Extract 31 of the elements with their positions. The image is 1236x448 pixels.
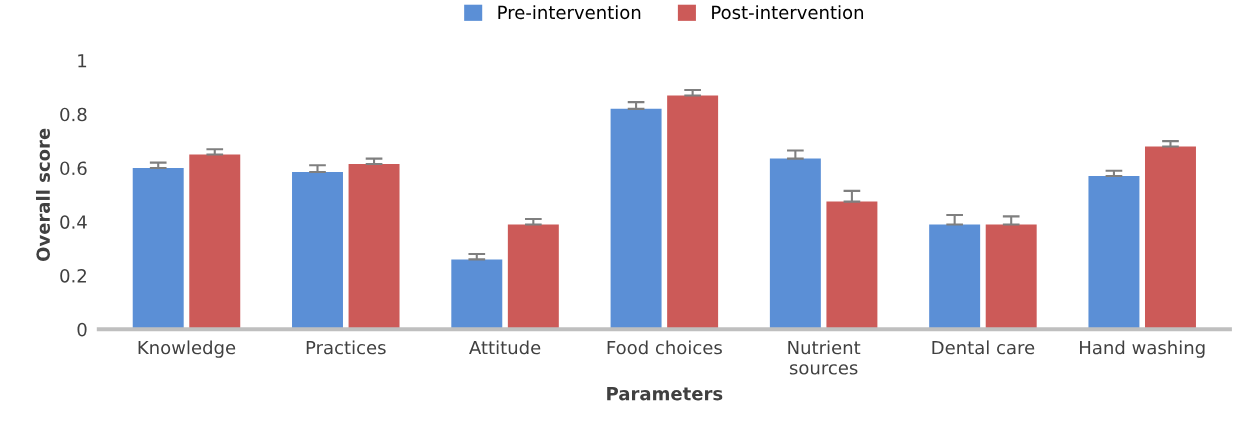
y-tick-label: 1	[78, 54, 87, 68]
x-tick-label: Hand washing	[1080, 340, 1205, 358]
bar	[826, 201, 878, 330]
bar	[929, 224, 981, 330]
legend-label: Post-intervention	[712, 5, 864, 20]
x-tick-label: Practices	[306, 340, 386, 355]
y-tick-label: 0.8	[60, 107, 87, 122]
x-axis-title: Parameters	[607, 386, 723, 401]
bar	[132, 168, 184, 330]
x-tick-label: Knowledge	[138, 340, 236, 358]
bar	[348, 163, 400, 330]
bar	[1088, 176, 1140, 330]
y-tick-label: 0.2	[60, 268, 86, 283]
legend-label: Pre-intervention	[498, 5, 641, 20]
bar	[610, 108, 662, 330]
bar	[985, 224, 1037, 330]
x-tick-label: Attitude	[469, 340, 541, 355]
y-tick-label: 0.6	[60, 161, 87, 176]
y-axis-title: Overall score	[36, 128, 50, 262]
bar	[292, 172, 343, 330]
bar	[1145, 146, 1196, 330]
bar	[507, 224, 559, 330]
bar	[451, 259, 503, 330]
y-tick-label: 0	[77, 322, 87, 337]
x-tick-label: Dental care	[932, 340, 1035, 355]
bar	[769, 158, 821, 330]
bar	[189, 154, 241, 330]
y-tick-label: 0.4	[60, 215, 87, 229]
bar	[667, 95, 719, 330]
x-tick-label: Food choices	[607, 340, 722, 355]
x-tick-label: Nutrient sources	[788, 340, 861, 375]
